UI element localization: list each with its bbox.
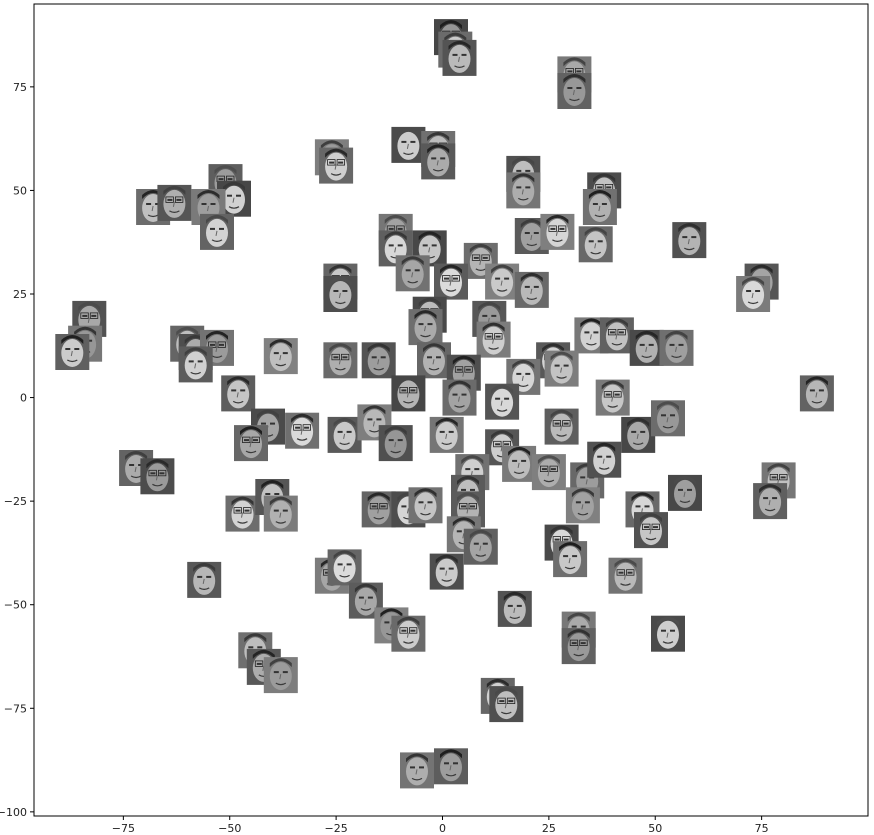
- face-thumbnail: [378, 425, 413, 462]
- face-thumbnail: [485, 383, 520, 420]
- face-thumbnail: [391, 375, 426, 412]
- face-thumbnail: [263, 657, 298, 694]
- face-thumbnail: [391, 615, 426, 652]
- face-thumbnail: [442, 379, 477, 416]
- face-thumbnail: [263, 495, 298, 532]
- face-thumbnail: [323, 276, 358, 312]
- face-thumbnail: [629, 329, 664, 366]
- face-thumbnail: [187, 561, 222, 598]
- face-thumbnail: [659, 329, 694, 366]
- face-thumbnail: [408, 309, 443, 346]
- face-thumbnail: [578, 226, 613, 263]
- face-thumbnail: [502, 445, 537, 482]
- face-thumbnail: [319, 147, 354, 184]
- face-thumbnail: [434, 263, 468, 300]
- face-thumbnail: [753, 483, 788, 520]
- face-thumbnail: [565, 487, 600, 524]
- face-thumbnail: [557, 73, 592, 109]
- face-thumbnail: [540, 213, 575, 250]
- face-thumbnail: [489, 686, 524, 723]
- face-thumbnail: [463, 528, 498, 565]
- face-thumbnail: [417, 342, 451, 379]
- face-thumbnail: [361, 491, 396, 528]
- face-thumbnail: [531, 454, 566, 491]
- face-thumbnail: [497, 590, 532, 627]
- face-thumbnail: [429, 416, 464, 453]
- face-thumbnail: [736, 276, 771, 312]
- face-thumbnail: [55, 334, 90, 370]
- face-thumbnail: [263, 338, 298, 375]
- x-tick-label: 25: [542, 822, 556, 835]
- face-thumbnail: [799, 375, 834, 412]
- x-tick-label: 0: [439, 822, 446, 835]
- face-thumbnail: [634, 512, 668, 549]
- face-thumbnail: [225, 495, 260, 532]
- face-thumbnail: [621, 416, 656, 453]
- face-thumbnail: [561, 628, 596, 665]
- face-thumbnail: [553, 541, 588, 578]
- y-tick-label: 25: [13, 288, 27, 301]
- face-thumbnail: [582, 189, 617, 225]
- face-thumbnail: [651, 615, 685, 652]
- face-thumbnail: [327, 549, 362, 586]
- face-thumbnail: [429, 553, 464, 590]
- face-thumbnail: [421, 143, 456, 180]
- x-tick-label: −50: [218, 822, 241, 835]
- face-thumbnail: [200, 213, 234, 250]
- face-thumbnail: [434, 748, 468, 785]
- face-thumbnail: [587, 441, 622, 478]
- face-thumbnail: [140, 458, 175, 495]
- face-thumbnail: [221, 375, 256, 412]
- face-thumbnail: [672, 222, 707, 259]
- face-thumbnail: [651, 400, 685, 437]
- face-thumbnail: [595, 379, 630, 416]
- face-thumbnail: [361, 342, 396, 379]
- y-tick-label: −100: [0, 806, 27, 819]
- face-thumbnail: [608, 557, 643, 594]
- face-thumbnails: [55, 19, 834, 789]
- face-thumbnail: [408, 487, 443, 524]
- face-thumbnail: [285, 412, 320, 449]
- face-thumbnail: [599, 317, 634, 354]
- face-thumbnail: [391, 126, 426, 163]
- y-tick-label: −25: [4, 495, 27, 508]
- face-thumbnail: [395, 255, 430, 292]
- face-thumbnail: [668, 474, 702, 511]
- y-tick-label: −75: [4, 702, 27, 715]
- x-tick-label: −75: [112, 822, 135, 835]
- face-thumbnail: [476, 321, 511, 358]
- face-thumbnail: [544, 350, 579, 387]
- face-thumbnail: [400, 752, 434, 789]
- y-tick-label: 0: [20, 392, 27, 405]
- y-tick-label: 75: [13, 81, 27, 94]
- x-tick-label: 50: [648, 822, 662, 835]
- face-thumbnail: [327, 416, 362, 453]
- x-tick-label: 75: [755, 822, 769, 835]
- face-thumbnail: [323, 342, 358, 379]
- x-tick-label: −25: [325, 822, 348, 835]
- y-axis: 75 50 25 0 −25 −50 −75 −100: [0, 81, 34, 819]
- face-thumbnail: [178, 346, 213, 383]
- face-thumbnail: [157, 184, 192, 221]
- face-thumbnail: [544, 408, 579, 445]
- face-thumbnail: [442, 39, 477, 76]
- face-thumbnail: [485, 263, 520, 300]
- face-thumbnail: [506, 172, 541, 209]
- face-thumbnail: [234, 425, 268, 462]
- y-tick-label: 50: [13, 184, 27, 197]
- face-thumbnail: [514, 271, 549, 308]
- y-tick-label: −50: [4, 599, 27, 612]
- face-thumbnail: [506, 358, 541, 395]
- x-axis: −75 −50 −25 0 25 50 75: [112, 816, 769, 835]
- plot-frame: [33, 3, 869, 817]
